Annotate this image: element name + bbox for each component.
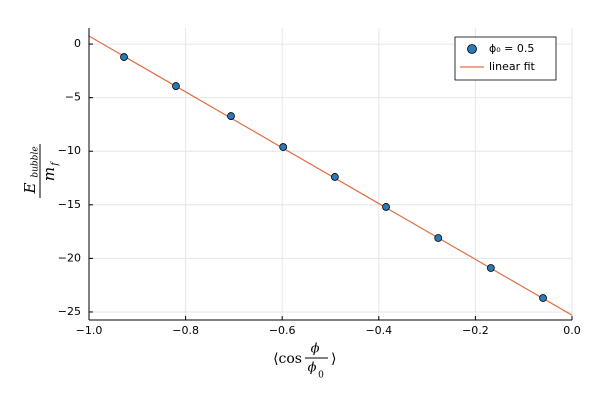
point	[539, 294, 547, 302]
y-tick-label: −20	[58, 251, 81, 264]
y-tick-label: −5	[65, 91, 81, 104]
point	[172, 82, 180, 90]
legend-label: ϕ₀ = 0.5	[489, 42, 534, 55]
x-label-left: ⟨cos	[273, 351, 302, 367]
x-tick-label: −1.0	[76, 324, 103, 337]
x-tick-label: −0.8	[172, 324, 199, 337]
y-tick-label: 0	[74, 37, 81, 50]
legend-box	[454, 36, 557, 81]
point	[330, 173, 339, 181]
point	[382, 203, 390, 211]
legend-label: linear fit	[489, 60, 536, 73]
y-tick-label: −25	[58, 305, 81, 318]
x-label-denominator-sub: 0	[318, 371, 324, 381]
y-label-numerator-sub: bubble	[31, 146, 41, 177]
point	[120, 53, 128, 61]
point	[227, 112, 235, 120]
y-tick-label: −10	[58, 144, 81, 157]
y-tick-label: −15	[58, 198, 81, 211]
y-label-numerator: E	[21, 182, 39, 194]
x-tick-label: −0.6	[269, 324, 296, 337]
legend-marker	[467, 44, 477, 54]
y-label-denominator-sub: f	[51, 161, 61, 167]
x-label-right: ⟩	[331, 351, 336, 367]
point	[434, 234, 443, 242]
x-label-denominator: ϕ	[308, 361, 317, 376]
point	[486, 264, 495, 272]
x-tick-label: 0.0	[563, 324, 581, 337]
x-axis-label: ⟨cos ϕ ϕ 0 ⟩	[273, 342, 336, 381]
y-axis-label: E bubble m f	[21, 144, 61, 198]
x-tick-label: −0.2	[462, 324, 489, 337]
x-label-numerator: ϕ	[311, 342, 320, 357]
y-label-denominator: m	[40, 167, 58, 181]
point	[279, 143, 288, 151]
x-tick-label: −0.4	[365, 324, 392, 337]
